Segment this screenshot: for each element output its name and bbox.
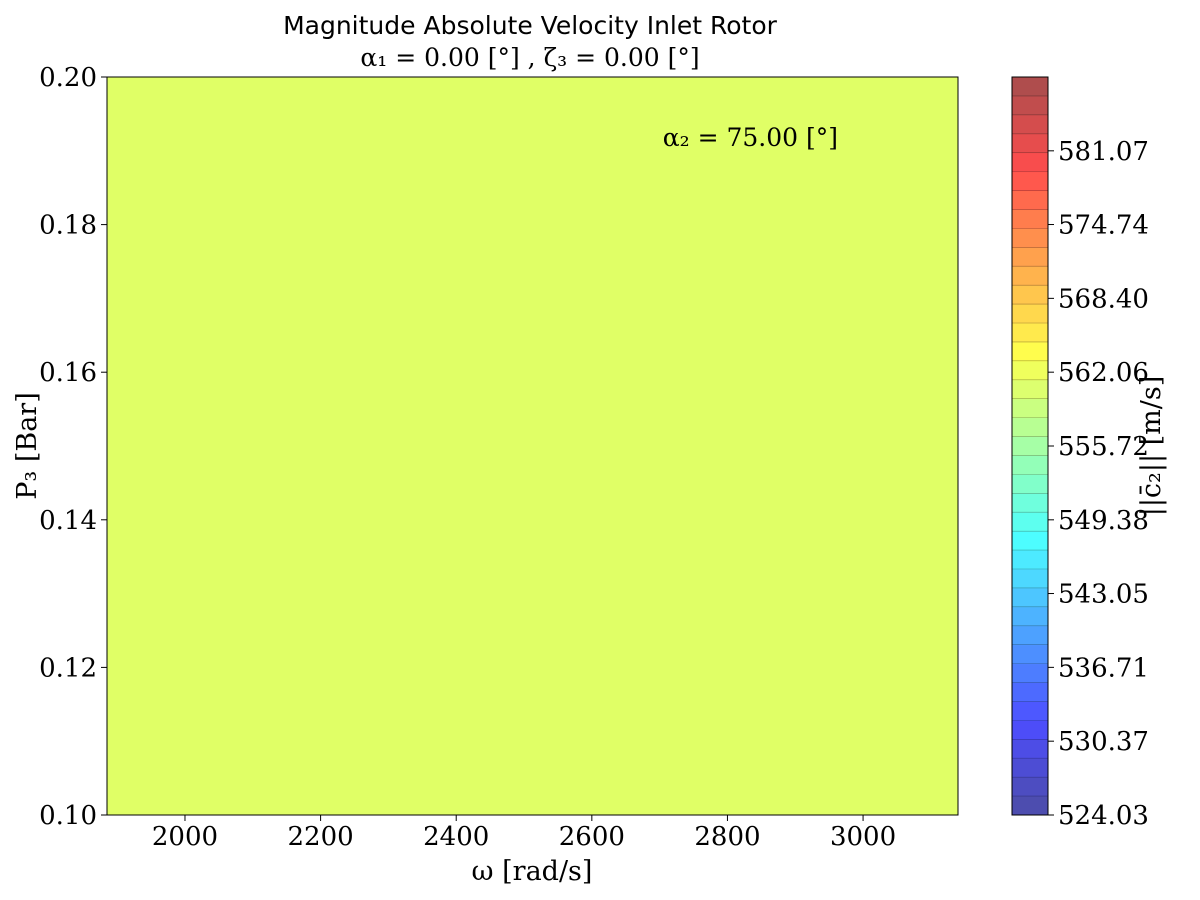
colorbar-band — [1012, 228, 1048, 248]
colorbar-band — [1012, 77, 1048, 97]
y-tick-label: 0.12 — [39, 653, 97, 683]
y-tick-label: 0.10 — [39, 801, 97, 831]
colorbar-band — [1012, 171, 1048, 192]
colorbar-band — [1012, 474, 1048, 494]
x-axis-ticks: 2000 2200 2400 2600 2800 3000 — [152, 815, 896, 852]
colorbar — [1012, 77, 1048, 816]
colorbar-band — [1012, 209, 1048, 229]
chart-title: Magnitude Absolute Velocity Inlet Rotor — [283, 11, 778, 40]
colorbar-band — [1012, 569, 1048, 589]
colorbar-band — [1012, 663, 1048, 684]
colorbar-band — [1012, 114, 1048, 135]
colorbar-band — [1012, 379, 1048, 400]
x-tick-label: 2000 — [152, 822, 218, 852]
colorbar-band — [1012, 625, 1048, 646]
colorbar-band — [1012, 644, 1048, 665]
colorbar-band — [1012, 417, 1048, 438]
colorbar-band — [1012, 739, 1048, 759]
colorbar-tick-label: 581.07 — [1058, 137, 1149, 167]
colorbar-band — [1012, 247, 1048, 267]
colorbar-band — [1012, 398, 1048, 419]
colorbar-label: ||c̄₂|| [m/s] — [1136, 376, 1167, 517]
colorbar-band — [1012, 758, 1048, 778]
colorbar-tick-label: 530.37 — [1058, 727, 1149, 757]
colorbar-band — [1012, 266, 1048, 286]
x-tick-label: 3000 — [830, 822, 896, 852]
colorbar-tick-label: 543.05 — [1058, 580, 1149, 610]
colorbar-band — [1012, 777, 1048, 797]
colorbar-tick-label: 524.03 — [1058, 801, 1149, 831]
colorbar-band — [1012, 323, 1048, 343]
colorbar-band — [1012, 701, 1048, 721]
colorbar-band — [1012, 152, 1048, 173]
colorbar-tick-label: 555.72 — [1058, 432, 1149, 462]
colorbar-band — [1012, 720, 1048, 740]
colorbar-band — [1012, 190, 1048, 210]
x-axis-label: ω [rad/s] — [472, 856, 593, 887]
colorbar-tick-label: 536.71 — [1058, 653, 1149, 683]
colorbar-band — [1012, 606, 1048, 627]
colorbar-band — [1012, 436, 1048, 456]
colorbar-band — [1012, 304, 1048, 324]
y-axis-ticks: 0.10 0.12 0.14 0.16 0.18 0.20 — [39, 63, 107, 831]
colorbar-band — [1012, 682, 1048, 702]
colorbar-tick-label: 574.74 — [1058, 211, 1149, 241]
y-axis-label: P₃ [Bar] — [12, 392, 43, 500]
alpha2-annotation: α₂ = 75.00 [°] — [663, 123, 838, 152]
x-tick-label: 2400 — [423, 822, 489, 852]
colorbar-band — [1012, 493, 1048, 513]
x-tick-label: 2200 — [288, 822, 354, 852]
chart-subtitle: α₁ = 0.00 [°] , ζ₃ = 0.00 [°] — [360, 43, 699, 72]
colorbar-band — [1012, 796, 1048, 816]
colorbar-band — [1012, 341, 1048, 362]
colorbar-band — [1012, 360, 1048, 381]
colorbar-band — [1012, 133, 1048, 154]
colorbar-band — [1012, 550, 1048, 570]
colorbar-tick-label: 568.40 — [1058, 284, 1149, 314]
colorbar-ticks: 524.03 530.37 536.71 543.05 549.38 555.72 562.… — [1048, 137, 1149, 831]
contour-field — [106, 76, 959, 816]
y-tick-label: 0.20 — [39, 63, 97, 93]
x-tick-label: 2600 — [559, 822, 625, 852]
y-tick-label: 0.18 — [39, 211, 97, 241]
y-tick-label: 0.16 — [39, 358, 97, 388]
colorbar-band — [1012, 285, 1048, 305]
colorbar-band — [1012, 455, 1048, 475]
colorbar-tick-label: 549.38 — [1058, 506, 1149, 536]
x-tick-label: 2800 — [694, 822, 760, 852]
colorbar-band — [1012, 531, 1048, 551]
colorbar-tick-label: 562.06 — [1058, 358, 1149, 388]
y-tick-label: 0.14 — [39, 506, 97, 536]
colorbar-band — [1012, 95, 1048, 116]
colorbar-band — [1012, 587, 1048, 608]
colorbar-band — [1012, 512, 1048, 532]
